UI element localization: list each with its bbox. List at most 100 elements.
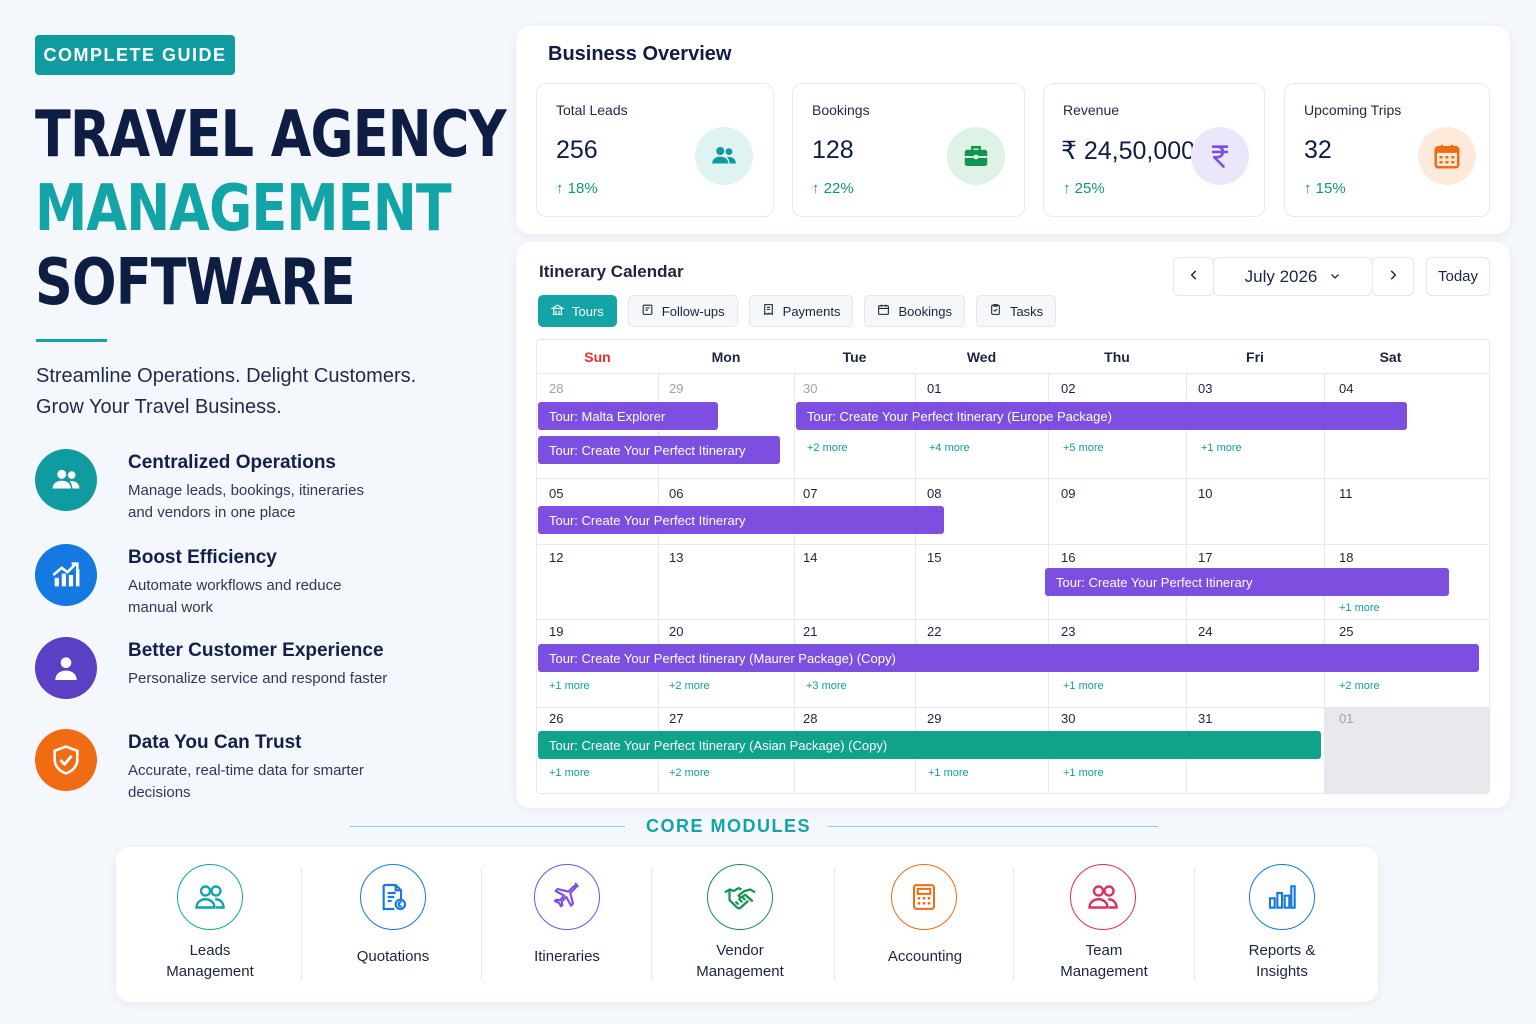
day-number[interactable]: 07 [803, 486, 818, 501]
grid-line [537, 478, 1489, 479]
day-number[interactable]: 28 [549, 381, 564, 396]
day-number[interactable]: 18 [1339, 550, 1354, 565]
day-number[interactable]: 30 [1061, 711, 1076, 726]
day-number[interactable]: 08 [927, 486, 942, 501]
more-events-link[interactable]: +1 more [549, 767, 590, 779]
more-events-link[interactable]: +4 more [929, 442, 970, 454]
stat-card-revenue[interactable]: Revenue ₹ 24,50,000 ↑ 25% [1043, 83, 1265, 217]
more-events-link[interactable]: +1 more [549, 680, 590, 692]
calendar-event[interactable]: Tour: Create Your Perfect Itinerary [1045, 568, 1449, 596]
day-number[interactable]: 27 [669, 711, 684, 726]
more-events-link[interactable]: +1 more [928, 767, 969, 779]
grid-line [537, 544, 1489, 545]
day-number[interactable]: 17 [1198, 550, 1213, 565]
day-number[interactable]: 21 [803, 624, 818, 639]
day-number[interactable]: 09 [1061, 486, 1076, 501]
day-number[interactable]: 26 [549, 711, 564, 726]
day-number[interactable]: 11 [1339, 486, 1353, 501]
day-number[interactable]: 23 [1061, 624, 1076, 639]
tasks-icon [989, 303, 1002, 319]
core-modules-divider-right [828, 826, 1158, 827]
grid-line [537, 707, 1489, 708]
tagline: Streamline Operations. Delight Customers… [36, 361, 476, 423]
module-divider [481, 867, 482, 981]
module-itineraries[interactable]: Itineraries [487, 847, 647, 1002]
title-divider [36, 339, 107, 342]
day-number[interactable]: 01 [1339, 711, 1354, 726]
calendar-event[interactable]: Tour: Create Your Perfect Itinerary [538, 436, 780, 464]
today-button[interactable]: Today [1426, 257, 1490, 296]
itinerary-calendar-panel: Itinerary Calendar July 2026 Today Tours… [516, 242, 1510, 808]
day-number[interactable]: 01 [927, 381, 942, 396]
calendar-event[interactable]: Tour: Create Your Perfect Itinerary [538, 506, 944, 534]
stat-change-value: 25% [1074, 180, 1105, 197]
next-month-button[interactable] [1372, 257, 1414, 296]
module-label-line-1: Itineraries [534, 948, 600, 965]
module-label-line-1: Reports & [1248, 942, 1316, 959]
more-events-link[interactable]: +2 more [669, 680, 710, 692]
calculator-icon [891, 864, 957, 930]
more-events-link[interactable]: +5 more [1063, 442, 1104, 454]
filter-label: Bookings [898, 303, 952, 319]
day-number[interactable]: 12 [549, 550, 564, 565]
module-vendor-management[interactable]: Vendor Management [660, 847, 820, 1002]
stat-card-total-leads[interactable]: Total Leads 256 ↑ 18% [536, 83, 774, 217]
day-number[interactable]: 13 [669, 550, 684, 565]
more-events-link[interactable]: +1 more [1063, 767, 1104, 779]
module-team-management[interactable]: Team Management [1024, 847, 1184, 1002]
calendar-event[interactable]: Tour: Create Your Perfect Itinerary (Eur… [796, 402, 1407, 430]
day-number[interactable]: 19 [549, 624, 564, 639]
day-number[interactable]: 05 [549, 486, 564, 501]
module-leads-management[interactable]: Leads Management [130, 847, 290, 1002]
filter-payments[interactable]: Payments [748, 295, 854, 327]
stat-value: 32 [1304, 136, 1332, 164]
users-icon [695, 127, 753, 185]
arrow-up-icon: ↑ [556, 180, 564, 197]
calendar-event[interactable]: Tour: Create Your Perfect Itinerary (Mau… [538, 644, 1479, 672]
day-number[interactable]: 24 [1198, 624, 1213, 639]
more-events-link[interactable]: +1 more [1339, 602, 1380, 614]
stat-card-bookings[interactable]: Bookings 128 ↑ 22% [792, 83, 1025, 217]
filter-tours[interactable]: Tours [538, 295, 617, 327]
filter-tasks[interactable]: Tasks [975, 295, 1057, 327]
filter-bookings[interactable]: Bookings [864, 295, 965, 327]
page-title: TRAVEL AGENCY MANAGEMENT SOFTWARE [35, 98, 507, 320]
more-events-link[interactable]: +3 more [806, 680, 847, 692]
grid-line [537, 373, 1489, 374]
more-events-link[interactable]: +2 more [669, 767, 710, 779]
filter-follow-ups[interactable]: Follow-ups [627, 295, 738, 327]
day-number[interactable]: 25 [1339, 624, 1354, 639]
module-accounting[interactable]: Accounting [845, 847, 1005, 1002]
month-select[interactable]: July 2026 [1213, 257, 1373, 296]
day-number[interactable]: 28 [803, 711, 818, 726]
day-number[interactable]: 02 [1061, 381, 1076, 396]
more-events-link[interactable]: +2 more [1339, 680, 1380, 692]
payments-icon [762, 303, 775, 319]
day-number[interactable]: 14 [803, 550, 818, 565]
day-number[interactable]: 06 [669, 486, 684, 501]
filter-label: Payments [782, 303, 841, 319]
module-reports-insights[interactable]: Reports & Insights [1202, 847, 1362, 1002]
day-number[interactable]: 29 [927, 711, 942, 726]
day-number[interactable]: 10 [1198, 486, 1213, 501]
more-events-link[interactable]: +1 more [1201, 442, 1242, 454]
prev-month-button[interactable] [1173, 257, 1214, 296]
stat-change-value: 18% [567, 180, 598, 197]
calendar-event[interactable]: Tour: Create Your Perfect Itinerary (Asi… [538, 731, 1321, 759]
day-number[interactable]: 03 [1198, 381, 1213, 396]
more-events-link[interactable]: +1 more [1063, 680, 1104, 692]
day-number[interactable]: 15 [927, 550, 942, 565]
day-number[interactable]: 04 [1339, 381, 1354, 396]
calendar-event[interactable]: Tour: Malta Explorer [538, 402, 718, 430]
module-quotations[interactable]: Quotations [313, 847, 473, 1002]
weekday-header: Sat [1379, 349, 1402, 365]
day-number[interactable]: 20 [669, 624, 684, 639]
day-number[interactable]: 29 [669, 381, 684, 396]
day-number[interactable]: 31 [1198, 711, 1213, 726]
day-number[interactable]: 22 [927, 624, 942, 639]
feature-customer-experience: Better Customer Experience Personalize s… [35, 637, 435, 717]
day-number[interactable]: 16 [1061, 550, 1076, 565]
more-events-link[interactable]: +2 more [807, 442, 848, 454]
stat-card-upcoming-trips[interactable]: Upcoming Trips 32 ↑ 15% [1284, 83, 1490, 217]
day-number[interactable]: 30 [803, 381, 818, 396]
